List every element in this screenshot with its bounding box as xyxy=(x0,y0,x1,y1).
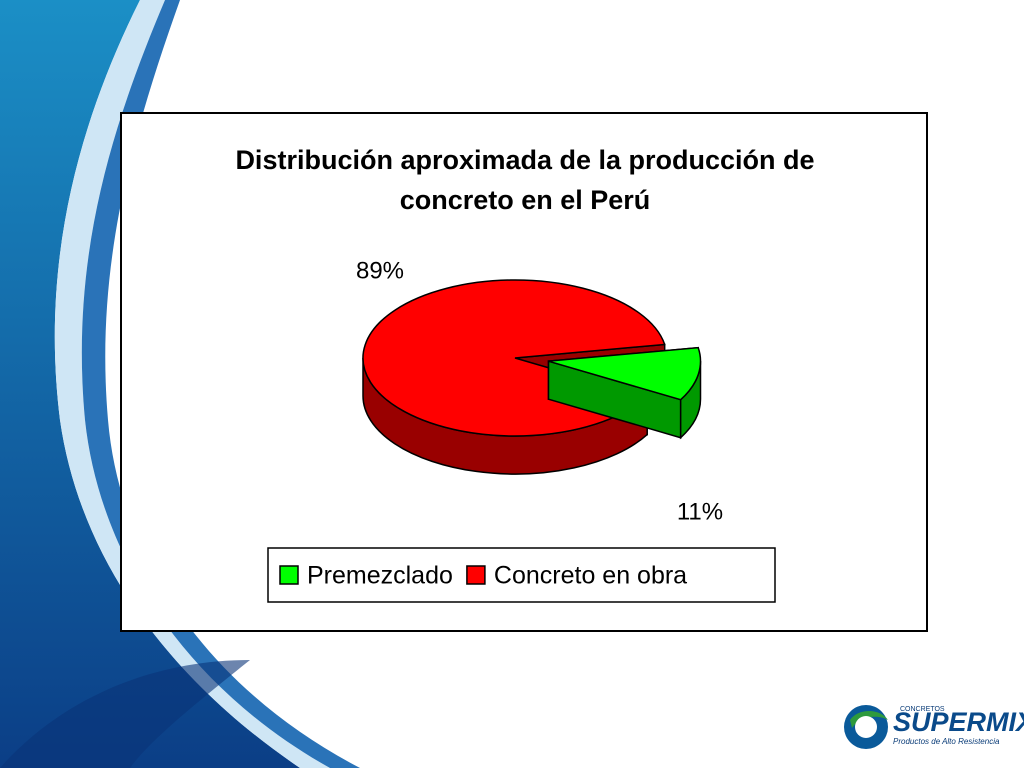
logo: CONCRETOS SUPERMIX Productos de Alto Res… xyxy=(844,705,1024,749)
legend-box xyxy=(267,547,776,603)
legend-swatch xyxy=(466,565,486,585)
data-label: 11% xyxy=(677,498,723,525)
slice-top xyxy=(548,346,702,401)
logo-small: CONCRETOS xyxy=(900,706,945,713)
data-label: 89% xyxy=(356,257,404,284)
pie: 89% 11% xyxy=(356,257,723,525)
logo-brand: SUPERMIX xyxy=(893,707,1024,737)
slice xyxy=(547,346,702,440)
legend-label: Premezclado xyxy=(307,562,453,590)
legend-swatch xyxy=(279,565,299,585)
chart-title: Distribución aproximada de la producción… xyxy=(235,145,815,215)
legend-label: Concreto en obra xyxy=(494,562,687,590)
logo-tagline: Productos de Alto Resistencia xyxy=(893,737,1000,746)
